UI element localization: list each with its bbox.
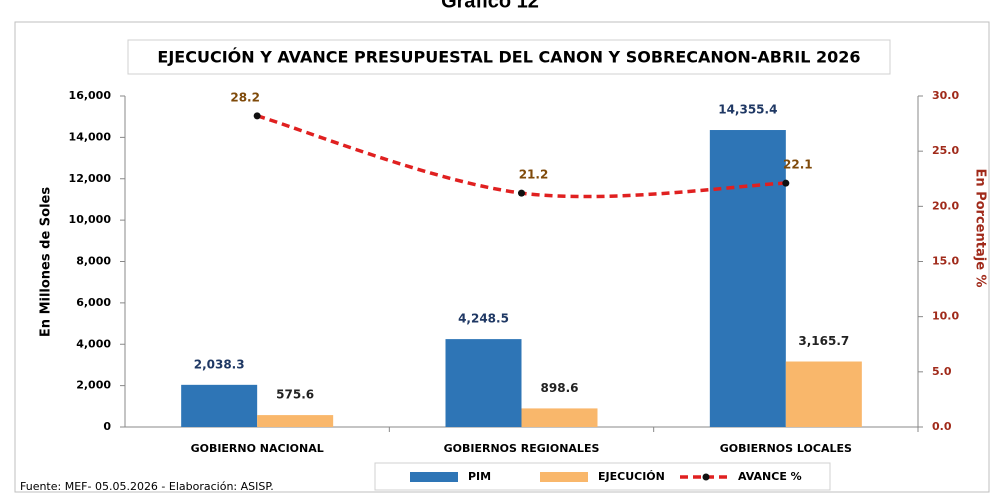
y2-tick-label: 10.0 bbox=[932, 310, 959, 323]
x-tick-label: GOBIERNOS REGIONALES bbox=[444, 442, 600, 455]
legend-label: EJECUCIÓN bbox=[598, 470, 665, 483]
y-tick-label: 6,000 bbox=[76, 296, 111, 309]
point bbox=[253, 112, 261, 120]
y2-tick-label: 20.0 bbox=[932, 199, 959, 212]
y2-tick-label: 5.0 bbox=[932, 365, 952, 378]
bar bbox=[709, 130, 786, 428]
point bbox=[518, 189, 525, 197]
y-tick-label: 14,000 bbox=[69, 130, 112, 143]
bar bbox=[257, 415, 334, 427]
title-box bbox=[127, 39, 891, 75]
y-tick-label: 0 bbox=[103, 420, 111, 433]
value-label: 21.2 bbox=[519, 168, 549, 182]
value-label: 2,038.3 bbox=[194, 357, 245, 371]
value-label: 3,165.7 bbox=[798, 334, 849, 348]
bar bbox=[785, 361, 862, 427]
y-tick-label: 8,000 bbox=[76, 255, 111, 268]
value-label: 14,355.4 bbox=[718, 103, 777, 117]
source-note: Fuente: MEF- 05.05.2026 - Elaboración: A… bbox=[20, 480, 274, 493]
bar bbox=[445, 339, 522, 427]
y2-axis-label: En Porcentaje % bbox=[973, 168, 988, 287]
y-tick-label: 12,000 bbox=[69, 172, 112, 185]
legend-swatch bbox=[540, 472, 588, 482]
y-axis-label: En Millones de Soles bbox=[39, 187, 54, 337]
chart-title: EJECUCIÓN Y AVANCE PRESUPUESTAL DEL CANO… bbox=[157, 48, 860, 67]
legend-label: AVANCE % bbox=[738, 470, 802, 483]
value-label: 28.2 bbox=[230, 90, 260, 104]
value-label: 22.1 bbox=[783, 158, 813, 172]
bar bbox=[521, 408, 598, 427]
x-tick-label: GOBIERNOS LOCALES bbox=[720, 442, 852, 455]
y2-tick-label: 0.0 bbox=[932, 420, 952, 433]
y2-tick-label: 25.0 bbox=[932, 144, 959, 157]
heading: Gráfico 12 bbox=[441, 0, 539, 12]
legend-label: PIM bbox=[468, 470, 491, 483]
y2-tick-label: 30.0 bbox=[932, 89, 959, 102]
value-label: 898.6 bbox=[541, 381, 579, 395]
y-tick-label: 16,000 bbox=[69, 89, 112, 102]
point bbox=[782, 179, 790, 187]
y2-tick-label: 15.0 bbox=[932, 255, 959, 268]
value-label: 575.6 bbox=[276, 388, 314, 402]
value-label: 4,248.5 bbox=[458, 312, 509, 326]
y-tick-label: 4,000 bbox=[76, 337, 111, 350]
bar bbox=[181, 384, 258, 427]
legend-marker bbox=[702, 473, 710, 481]
x-tick-label: GOBIERNO NACIONAL bbox=[191, 442, 324, 455]
legend-swatch bbox=[410, 472, 458, 482]
y-tick-label: 2,000 bbox=[76, 379, 111, 392]
y-tick-label: 10,000 bbox=[69, 213, 112, 226]
